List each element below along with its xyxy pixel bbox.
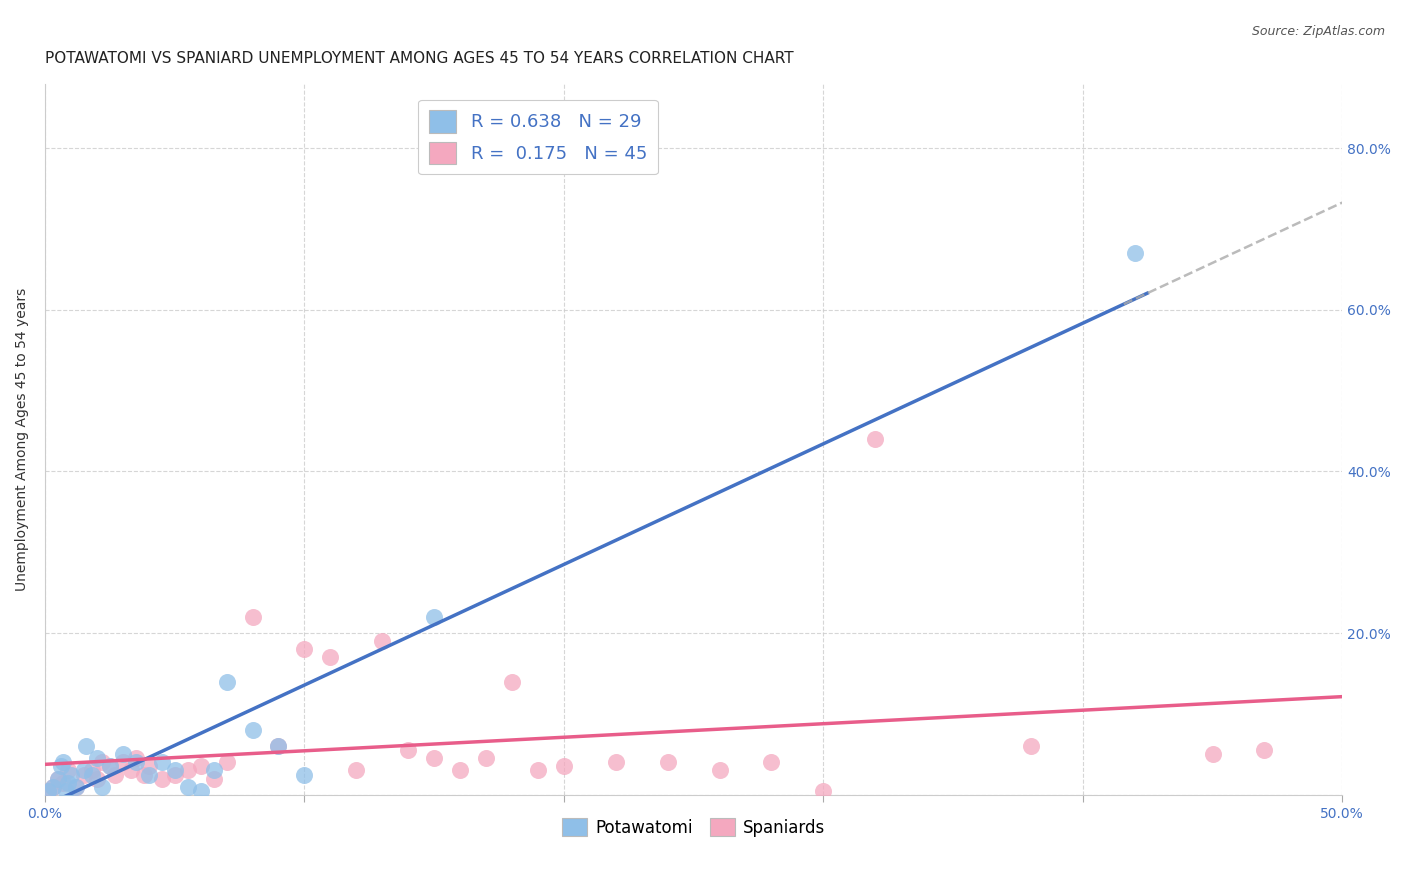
- Point: [150, 756, 173, 770]
- Point: [111, 756, 134, 770]
- Point: [709, 764, 731, 778]
- Point: [242, 610, 264, 624]
- Point: [49, 759, 72, 773]
- Point: [813, 783, 835, 797]
- Point: [865, 432, 887, 446]
- Point: [37, 783, 59, 797]
- Point: [423, 751, 446, 765]
- Point: [527, 764, 550, 778]
- Point: [215, 756, 238, 770]
- Point: [138, 767, 160, 781]
- Point: [125, 756, 148, 770]
- Y-axis label: Unemployment Among Ages 45 to 54 years: Unemployment Among Ages 45 to 54 years: [15, 287, 30, 591]
- Point: [37, 783, 59, 797]
- Point: [58, 764, 80, 778]
- Point: [202, 764, 225, 778]
- Point: [423, 610, 446, 624]
- Point: [104, 767, 127, 781]
- Point: [80, 764, 103, 778]
- Point: [59, 767, 82, 781]
- Point: [86, 751, 108, 765]
- Point: [86, 772, 108, 786]
- Point: [657, 756, 679, 770]
- Point: [138, 759, 160, 773]
- Point: [267, 739, 290, 754]
- Point: [553, 759, 575, 773]
- Point: [294, 767, 316, 781]
- Point: [215, 674, 238, 689]
- Point: [46, 772, 69, 786]
- Legend: Potawatomi, Spaniards: Potawatomi, Spaniards: [555, 812, 832, 843]
- Point: [176, 764, 198, 778]
- Point: [150, 772, 173, 786]
- Point: [80, 767, 103, 781]
- Point: [46, 772, 69, 786]
- Point: [1253, 743, 1275, 757]
- Point: [190, 783, 212, 797]
- Point: [98, 759, 121, 773]
- Point: [76, 739, 98, 754]
- Point: [371, 634, 394, 648]
- Point: [111, 747, 134, 762]
- Point: [202, 772, 225, 786]
- Point: [65, 780, 87, 794]
- Point: [475, 751, 498, 765]
- Point: [120, 764, 142, 778]
- Point: [1201, 747, 1223, 762]
- Point: [42, 780, 65, 794]
- Point: [761, 756, 783, 770]
- Point: [267, 739, 290, 754]
- Point: [501, 674, 523, 689]
- Point: [73, 767, 96, 781]
- Point: [242, 723, 264, 737]
- Point: [190, 759, 212, 773]
- Point: [294, 642, 316, 657]
- Point: [163, 764, 186, 778]
- Point: [1019, 739, 1042, 754]
- Point: [344, 764, 367, 778]
- Point: [605, 756, 627, 770]
- Point: [319, 650, 342, 665]
- Point: [176, 780, 198, 794]
- Point: [163, 767, 186, 781]
- Text: Source: ZipAtlas.com: Source: ZipAtlas.com: [1251, 25, 1385, 38]
- Point: [42, 780, 65, 794]
- Text: POTAWATOMI VS SPANIARD UNEMPLOYMENT AMONG AGES 45 TO 54 YEARS CORRELATION CHART: POTAWATOMI VS SPANIARD UNEMPLOYMENT AMON…: [45, 51, 793, 66]
- Point: [91, 756, 114, 770]
- Point: [91, 780, 114, 794]
- Point: [449, 764, 471, 778]
- Point: [98, 759, 121, 773]
- Point: [55, 783, 77, 797]
- Point: [1123, 246, 1146, 260]
- Point: [73, 764, 96, 778]
- Point: [52, 775, 75, 789]
- Point: [396, 743, 419, 757]
- Point: [58, 775, 80, 789]
- Point: [132, 767, 155, 781]
- Point: [65, 780, 87, 794]
- Point: [52, 756, 75, 770]
- Point: [125, 751, 148, 765]
